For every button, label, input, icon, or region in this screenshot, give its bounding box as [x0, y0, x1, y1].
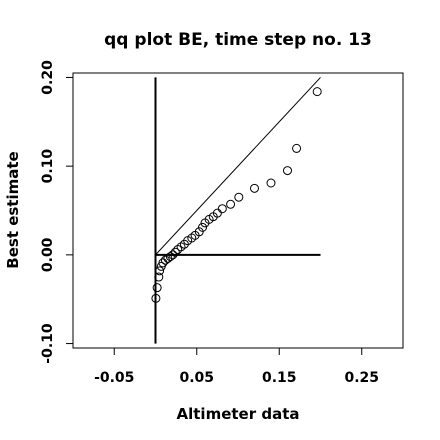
- data-point: [165, 252, 175, 262]
- plot-frame: [72, 72, 404, 349]
- chart-title: qq plot BE, time step no. 13: [104, 30, 372, 50]
- x-tick-label: 0.15: [262, 370, 297, 386]
- data-point: [168, 250, 178, 260]
- y-tick-label: 0.20: [40, 60, 56, 95]
- data-point: [173, 245, 183, 255]
- y-tick-label: 0.10: [40, 149, 56, 184]
- data-point: [312, 87, 322, 97]
- reference-line-identity: [155, 77, 321, 256]
- data-point: [152, 283, 162, 293]
- data-point: [217, 204, 227, 214]
- data-point: [176, 242, 186, 252]
- data-point: [154, 272, 164, 282]
- x-axis: -0.05 0.05 0.15 0.25: [94, 347, 379, 386]
- data-point: [226, 199, 236, 209]
- data-point: [283, 166, 292, 176]
- data-point: [170, 247, 180, 257]
- y-tick-label: -0.10: [40, 323, 56, 364]
- data-point: [155, 266, 165, 276]
- x-tick-label: -0.05: [94, 370, 134, 386]
- data-point: [187, 233, 197, 243]
- x-tick-label: 0.25: [344, 370, 379, 386]
- reference-lines: [154, 77, 321, 344]
- x-axis-label: Altimeter data: [177, 405, 300, 423]
- data-point: [212, 208, 222, 218]
- y-axis-label: Best estimate: [4, 151, 22, 268]
- data-point: [198, 222, 208, 232]
- data-point: [250, 183, 259, 193]
- data-point: [234, 192, 244, 202]
- y-axis: -0.10 0.00 0.10 0.20: [40, 60, 74, 364]
- data-point: [158, 258, 168, 268]
- data-point: [292, 143, 302, 153]
- y-tick-label: 0.00: [40, 237, 56, 272]
- data-points: [151, 87, 322, 303]
- data-point: [266, 178, 276, 188]
- data-point: [151, 293, 161, 303]
- x-tick-label: 0.05: [179, 370, 214, 386]
